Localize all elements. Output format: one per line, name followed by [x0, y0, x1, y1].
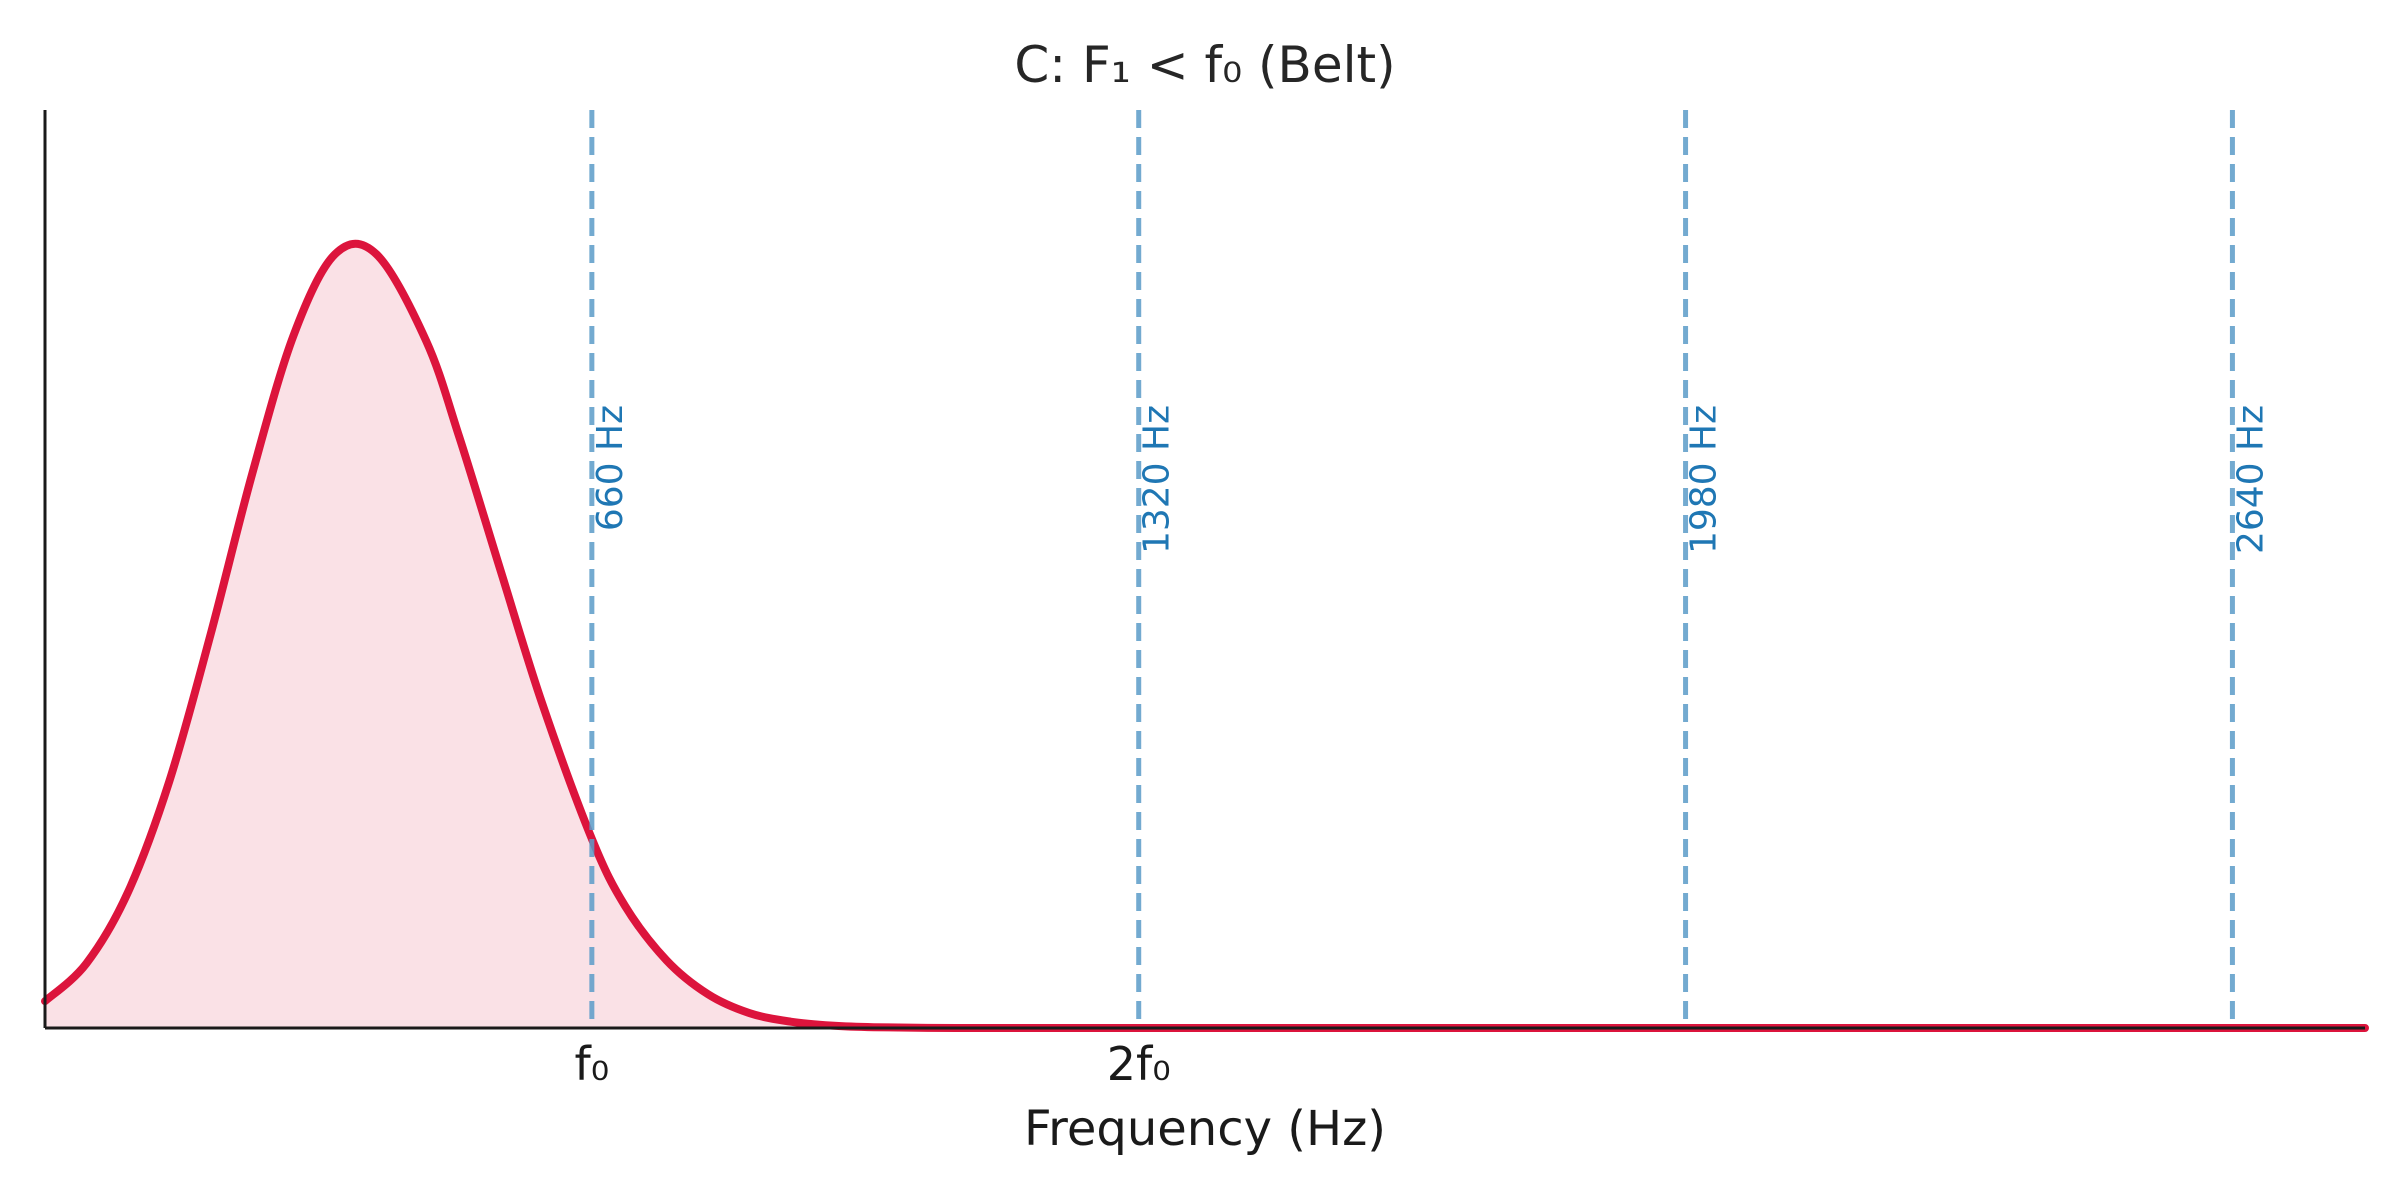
- plot-area: 660 Hz 1320 Hz 1980 Hz 2640 Hz f₀ 2f₀: [41, 110, 2369, 1091]
- harmonic-line-label: 660 Hz: [590, 405, 631, 531]
- x-tick-label: 2f₀: [1107, 1037, 1171, 1091]
- harmonic-line-label: 1320 Hz: [1137, 405, 1178, 554]
- harmonic-line-label: 1980 Hz: [1684, 405, 1725, 554]
- x-axis-label: Frequency (Hz): [1024, 1101, 1386, 1157]
- x-tick-label: f₀: [575, 1037, 610, 1091]
- harmonic-line-label: 2640 Hz: [2230, 405, 2271, 554]
- series-fill-area: [45, 243, 2365, 1029]
- chart-title: C: F₁ < f₀ (Belt): [1014, 36, 1395, 94]
